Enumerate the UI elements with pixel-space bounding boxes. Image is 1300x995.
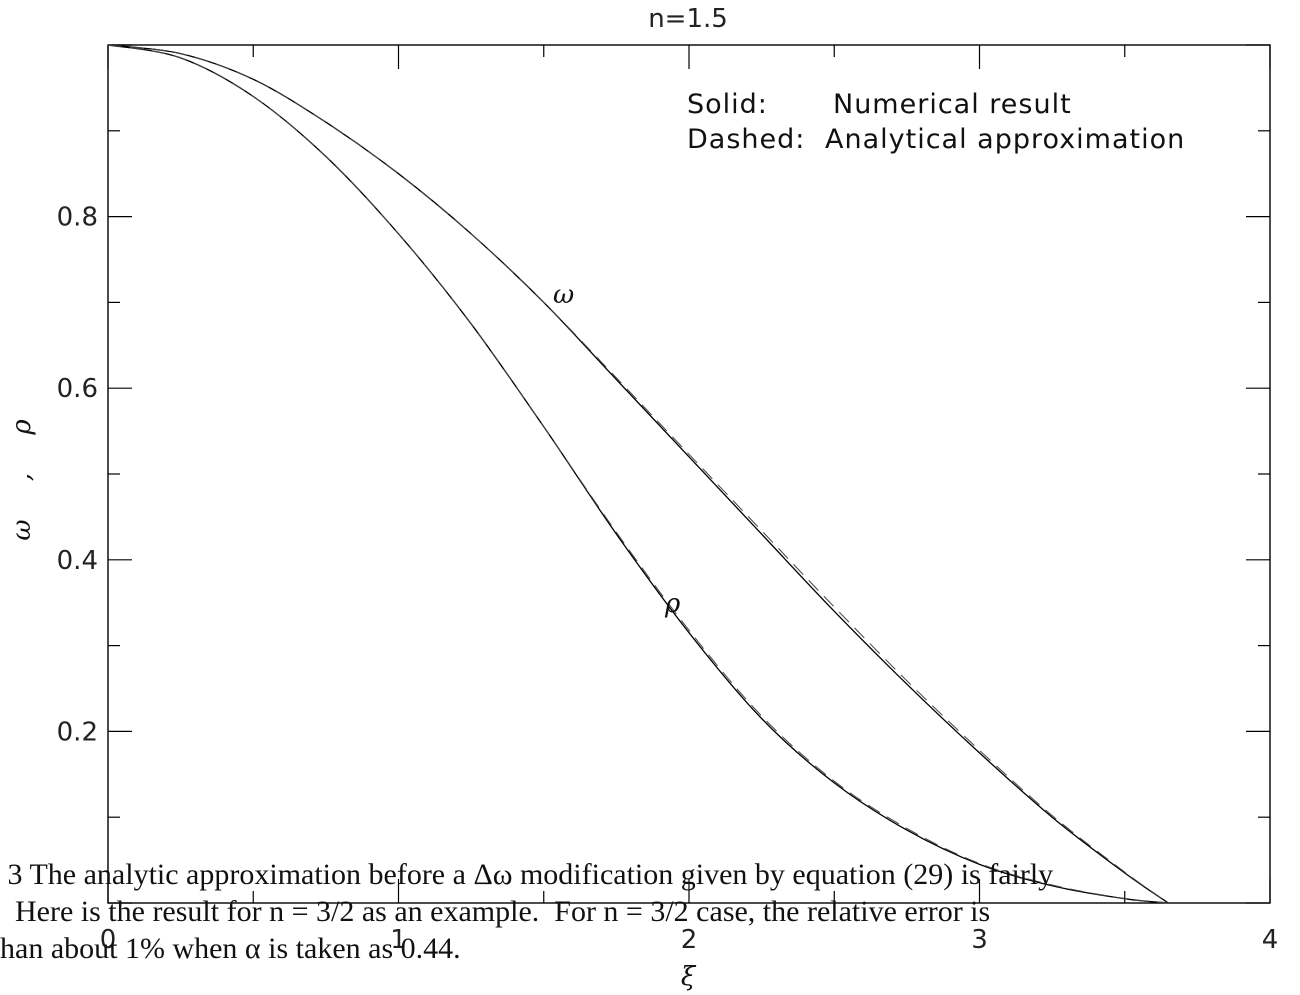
legend: Solid: Numerical result Dashed: Analytic…	[687, 89, 1185, 155]
caption-line-1: 3 The analytic approximation before a Δω…	[0, 858, 1054, 891]
series-rho-dashed	[107, 44, 1169, 904]
caption-line-3: han about 1% when α is taken as 0.44.	[0, 932, 461, 965]
legend-text-dashed: Analytical approximation	[825, 124, 1185, 155]
y-tick-label: 0.8	[57, 203, 98, 233]
x-tick-label: 1	[390, 925, 407, 955]
x-tick-label: 0	[100, 925, 117, 955]
series-omega-dashed	[107, 44, 1169, 904]
series-omega-solid	[107, 44, 1169, 904]
series-rho-solid	[107, 44, 1169, 904]
y-axis-label-omega: ω	[7, 519, 37, 540]
x-tick-label: 2	[681, 925, 698, 955]
legend-key-dashed: Dashed:	[687, 124, 805, 155]
y-tick-label: 0.2	[57, 717, 98, 747]
x-tick-label: 4	[1262, 925, 1279, 955]
annotation-rho: ρ	[664, 589, 681, 619]
y-axis-label: ω , ρ	[7, 419, 37, 541]
y-axis-label-rho: ρ	[7, 419, 37, 436]
annotation-omega: ω	[553, 280, 574, 310]
x-tick-label: 3	[971, 925, 988, 955]
y-axis-label-comma: ,	[7, 473, 37, 481]
plot-frame	[107, 44, 1271, 904]
caption-line-2: Here is the result for n = 3/2 as an exa…	[0, 895, 991, 928]
y-tick-label: 0.4	[57, 546, 98, 576]
axis-tick-labels: 0 1 2 3 4 0.2 0.4 0.6 0.8	[57, 203, 1279, 955]
series-lines	[107, 44, 1169, 904]
axis-ticks	[107, 44, 1271, 904]
figure-caption: 3 The analytic approximation before a Δω…	[0, 856, 1300, 967]
legend-key-solid: Solid:	[687, 89, 768, 120]
legend-text-solid: Numerical result	[833, 89, 1072, 120]
x-axis-label: ξ	[681, 962, 697, 992]
chart-title: n=1.5	[648, 4, 728, 34]
y-tick-label: 0.6	[57, 374, 98, 404]
